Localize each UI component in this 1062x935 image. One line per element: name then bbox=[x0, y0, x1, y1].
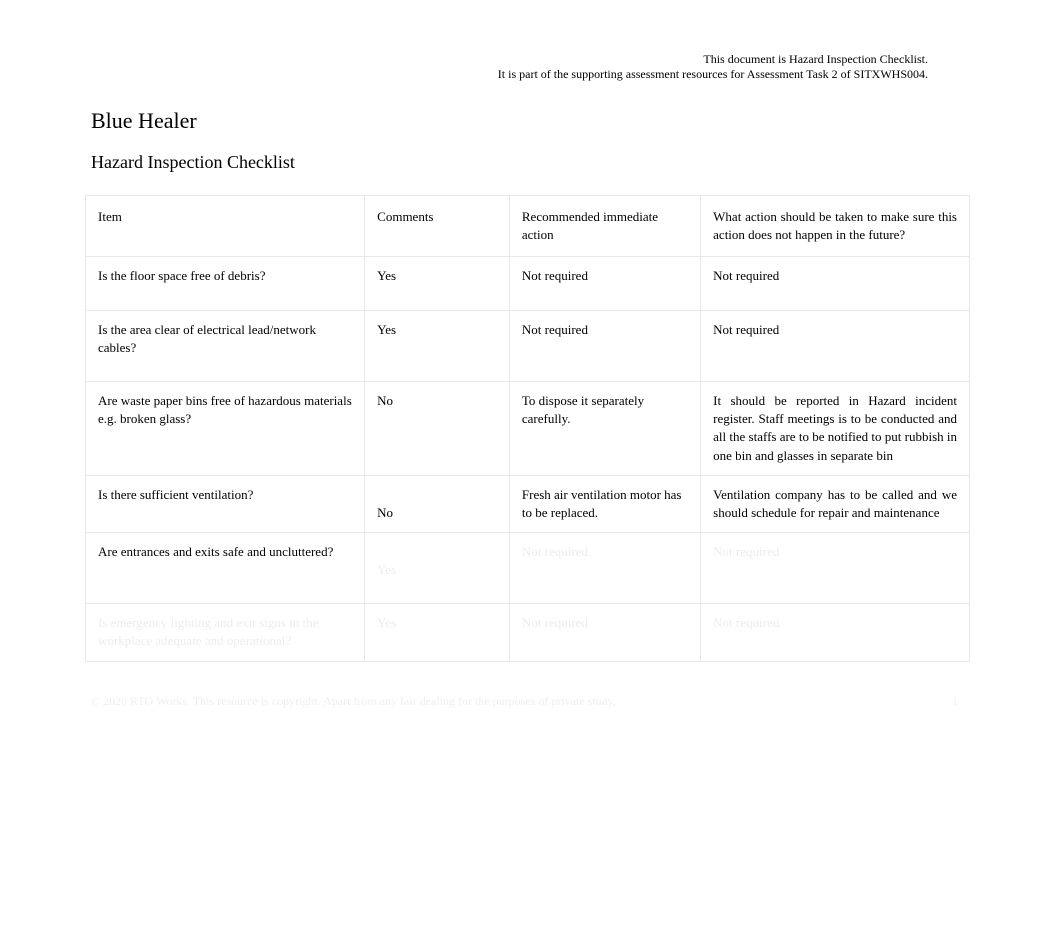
checklist-table-container: Item Comments Recommended immediate acti… bbox=[85, 195, 970, 662]
cell-item: Is the area clear of electrical lead/net… bbox=[86, 310, 365, 381]
col-header-comments: Comments bbox=[365, 196, 510, 257]
col-header-item: Item bbox=[86, 196, 365, 257]
cell-action: Not required bbox=[509, 604, 700, 661]
cell-comments: Yes bbox=[365, 533, 510, 604]
table-row: Is the floor space free of debris? Yes N… bbox=[86, 257, 970, 310]
cell-comments: Yes bbox=[365, 310, 510, 381]
cell-future: It should be reported in Hazard incident… bbox=[701, 381, 970, 475]
cell-action: Not required bbox=[509, 257, 700, 310]
col-header-action: Recommended immediate action bbox=[509, 196, 700, 257]
table-row: Is the area clear of electrical lead/net… bbox=[86, 310, 970, 381]
document-header: This document is Hazard Inspection Check… bbox=[498, 52, 928, 82]
table-row: Is emergency lighting and exit signs in … bbox=[86, 604, 970, 661]
page-subtitle: Hazard Inspection Checklist bbox=[91, 152, 295, 173]
page-title: Blue Healer bbox=[91, 108, 197, 134]
col-header-future: What action should be taken to make sure… bbox=[701, 196, 970, 257]
footer-page-number: 1 bbox=[952, 694, 958, 709]
cell-item: Is there sufficient ventilation? bbox=[86, 475, 365, 532]
cell-action: Not required bbox=[509, 533, 700, 604]
table-header-row: Item Comments Recommended immediate acti… bbox=[86, 196, 970, 257]
cell-comments: No bbox=[365, 381, 510, 475]
header-line-1: This document is Hazard Inspection Check… bbox=[498, 52, 928, 67]
cell-item: Is the floor space free of debris? bbox=[86, 257, 365, 310]
cell-action: Fresh air ventilation motor has to be re… bbox=[509, 475, 700, 532]
cell-comments: Yes bbox=[365, 604, 510, 661]
cell-item: Is emergency lighting and exit signs in … bbox=[86, 604, 365, 661]
cell-future: Not required bbox=[701, 604, 970, 661]
header-line-2: It is part of the supporting assessment … bbox=[498, 67, 928, 82]
cell-item: Are waste paper bins free of hazardous m… bbox=[86, 381, 365, 475]
cell-action: To dispose it separately carefully. bbox=[509, 381, 700, 475]
checklist-table: Item Comments Recommended immediate acti… bbox=[85, 195, 970, 662]
table-row: Are entrances and exits safe and unclutt… bbox=[86, 533, 970, 604]
cell-future: Not required bbox=[701, 257, 970, 310]
cell-future: Not required bbox=[701, 310, 970, 381]
cell-comments: Yes bbox=[365, 257, 510, 310]
table-row: Are waste paper bins free of hazardous m… bbox=[86, 381, 970, 475]
cell-item: Are entrances and exits safe and unclutt… bbox=[86, 533, 365, 604]
cell-comments: No bbox=[365, 475, 510, 532]
cell-future: Ventilation company has to be called and… bbox=[701, 475, 970, 532]
table-row: Is there sufficient ventilation? No Fres… bbox=[86, 475, 970, 532]
cell-action: Not required bbox=[509, 310, 700, 381]
footer-copyright: © 2020 RTO Works. This resource is copyr… bbox=[91, 694, 616, 709]
cell-future: Not required bbox=[701, 533, 970, 604]
